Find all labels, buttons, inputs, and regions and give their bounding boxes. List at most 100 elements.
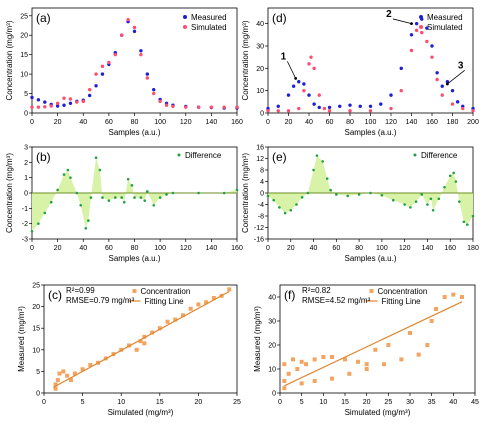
legend-label: Simulated xyxy=(191,23,227,32)
concentration-point xyxy=(416,352,421,357)
x-tick-label: 200 xyxy=(467,119,479,126)
legend-label: Concentration xyxy=(141,287,191,296)
simulated-point xyxy=(164,103,169,107)
concentration-point xyxy=(282,386,287,391)
concentration-point xyxy=(142,341,147,346)
x-tick-label: 40 xyxy=(305,119,313,126)
x-tick-label: 0 xyxy=(30,119,34,126)
simulated-point xyxy=(307,62,311,66)
difference-point xyxy=(75,191,79,195)
legend-label: Difference xyxy=(421,151,458,160)
panel-a: 0 20 40 60 80 100 120 140 160 0 5 10 15 20 25 Samples (… xyxy=(5,7,243,137)
simulated-point xyxy=(317,93,321,97)
panel-label: (f) xyxy=(284,288,295,302)
r-squared-label: R²=0.82 xyxy=(302,286,331,295)
difference-point xyxy=(62,173,66,176)
simulated-point xyxy=(235,105,239,109)
simulated-point xyxy=(461,106,465,111)
x-tick-label: 140 xyxy=(422,245,434,252)
difference-point xyxy=(431,208,435,212)
y-axis-label: Measured (mg/m³) xyxy=(253,306,262,372)
measured-point xyxy=(327,105,332,110)
difference-point xyxy=(120,196,123,199)
fitting-line xyxy=(284,301,463,387)
legend-label: Fitting Line xyxy=(382,297,422,306)
simulated-point xyxy=(145,76,150,80)
difference-area xyxy=(268,155,473,225)
simulated-point xyxy=(425,39,429,44)
y-tick-label: 2 xyxy=(24,160,28,167)
y-tick-label: 25 xyxy=(20,13,28,20)
y-tick-label: 30 xyxy=(268,319,276,326)
concentration-point xyxy=(460,295,464,299)
annotation-arrow xyxy=(392,18,412,25)
y-tick-label: 10 xyxy=(32,347,40,354)
difference-point xyxy=(152,203,156,207)
difference-area xyxy=(32,157,237,232)
y-axis-label: Concentration (mg/m³) xyxy=(241,20,250,100)
difference-point xyxy=(66,168,70,172)
simulated-point xyxy=(126,17,130,22)
concentration-point xyxy=(425,343,430,347)
simulated-point xyxy=(94,72,98,76)
concentration-point xyxy=(295,367,300,371)
fitting-line xyxy=(52,290,230,388)
difference-point xyxy=(278,206,281,209)
y-tick-label: -1 xyxy=(22,206,28,213)
x-tick-label: 180 xyxy=(467,245,479,252)
concentration-point xyxy=(180,313,185,318)
concentration-point xyxy=(138,339,143,344)
panel-d: 0 20 40 60 80 100 120 140 160 180 200 0 10 20 30 40 Samp… xyxy=(241,7,479,137)
legend-marker-concentration xyxy=(369,289,374,293)
difference-point xyxy=(325,177,329,180)
difference-point xyxy=(289,208,293,212)
concentration-point xyxy=(134,347,139,352)
simulated-point xyxy=(30,105,34,109)
concentration-point xyxy=(304,362,308,367)
measured-point xyxy=(100,72,105,76)
y-tick-label: 15 xyxy=(32,326,40,333)
x-tick-label: 10 xyxy=(319,399,327,406)
simulated-point xyxy=(327,109,332,113)
concentration-point xyxy=(451,292,456,297)
plot-frame xyxy=(43,284,238,394)
y-tick-label: 0 xyxy=(260,191,264,198)
measured-point xyxy=(368,104,373,108)
simulated-point xyxy=(196,105,201,109)
concentration-point xyxy=(442,295,447,299)
legend-label: Concentration xyxy=(378,287,428,296)
x-tick-label: 40 xyxy=(449,399,457,406)
difference-point xyxy=(158,196,162,199)
measured-point xyxy=(30,95,34,100)
legend-marker-measured xyxy=(419,15,423,19)
difference-point xyxy=(403,203,406,206)
concentration-point xyxy=(408,331,412,335)
concentration-point xyxy=(434,307,438,311)
measured-point xyxy=(139,49,143,53)
measured-point xyxy=(36,98,41,102)
simulated-point xyxy=(430,55,434,59)
y-tick-label: 20 xyxy=(256,66,264,73)
x-tick-label: 20 xyxy=(54,119,62,126)
measured-point xyxy=(55,104,60,108)
concentration-point xyxy=(364,367,369,371)
y-tick-label: 16 xyxy=(256,145,264,152)
x-tick-label: 5 xyxy=(81,399,85,406)
measured-point xyxy=(414,21,419,26)
panel-e: 0 20 40 60 80 100 120 140 160 180 -16 -12 -8 -4 0 4 8 12 1… xyxy=(241,145,479,264)
simulated-point xyxy=(36,105,41,109)
concentration-point xyxy=(150,330,155,335)
y-tick-label: 20 xyxy=(268,343,276,350)
difference-point xyxy=(306,191,310,195)
concentration-point xyxy=(165,319,170,324)
measured-point xyxy=(455,100,460,104)
x-tick-label: 15 xyxy=(156,399,164,406)
difference-point xyxy=(37,222,40,225)
simulated-point xyxy=(184,105,188,109)
measured-point xyxy=(425,26,429,30)
concentration-point xyxy=(211,295,216,300)
legend-marker-difference xyxy=(177,153,181,157)
x-tick-label: 0 xyxy=(266,119,270,126)
measured-point xyxy=(43,100,47,104)
concentration-point xyxy=(55,378,60,383)
